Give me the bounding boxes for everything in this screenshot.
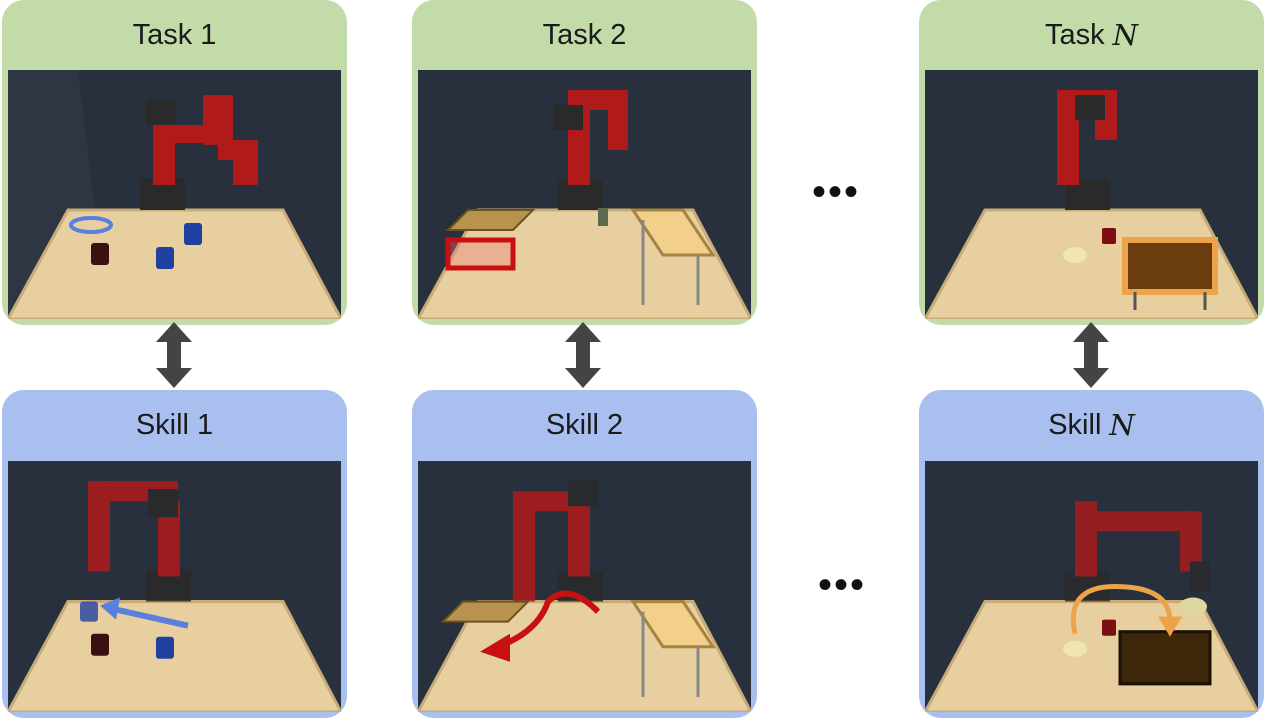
task-label: Task <box>132 18 193 51</box>
robot-arm-icon <box>88 481 191 602</box>
skill-card-1: Skill 1 <box>2 390 347 718</box>
skill-label: Skill <box>1048 408 1102 441</box>
skill-title-N: Skill N <box>919 390 1264 460</box>
task-title-2: Task 2 <box>412 0 757 70</box>
ellipsis-icon: ••• <box>818 563 867 607</box>
skill-label: Skill <box>545 408 599 441</box>
skill-title-2: Skill 2 <box>412 390 757 460</box>
task-1-scene <box>8 70 341 319</box>
robot-arm-icon <box>1057 90 1117 210</box>
task-title-1: Task 1 <box>2 0 347 70</box>
task-N-scene <box>925 70 1258 319</box>
skill-2-scene <box>418 461 751 712</box>
double-arrow-icon <box>1073 322 1109 388</box>
task-index: 1 <box>200 18 217 51</box>
skill-index: 1 <box>197 408 214 441</box>
skill-1-scene <box>8 461 341 712</box>
task-title-N: Task N <box>919 0 1264 70</box>
skill-N-scene <box>925 461 1258 712</box>
task-card-N: Task N <box>919 0 1264 325</box>
task-index: N <box>1112 18 1138 52</box>
skill-card-N: Skill N <box>919 390 1264 718</box>
skill-index: 2 <box>607 408 624 441</box>
skill-index: N <box>1109 408 1135 442</box>
skill-title-1: Skill 1 <box>2 390 347 460</box>
double-arrow-icon <box>565 322 601 388</box>
robot-arm-icon <box>553 90 628 210</box>
task-card-2: Task 2 <box>412 0 757 325</box>
ellipsis-icon: ••• <box>812 170 861 214</box>
double-arrow-icon <box>156 322 192 388</box>
skill-label: Skill <box>135 408 189 441</box>
skill-card-2: Skill 2 <box>412 390 757 718</box>
task-card-1: Task 1 <box>2 0 347 325</box>
task-label: Task <box>542 18 603 51</box>
task-index: 2 <box>610 18 627 51</box>
task-label: Task <box>1044 18 1105 51</box>
task-2-scene <box>418 70 751 319</box>
robot-arm-icon <box>140 95 258 210</box>
